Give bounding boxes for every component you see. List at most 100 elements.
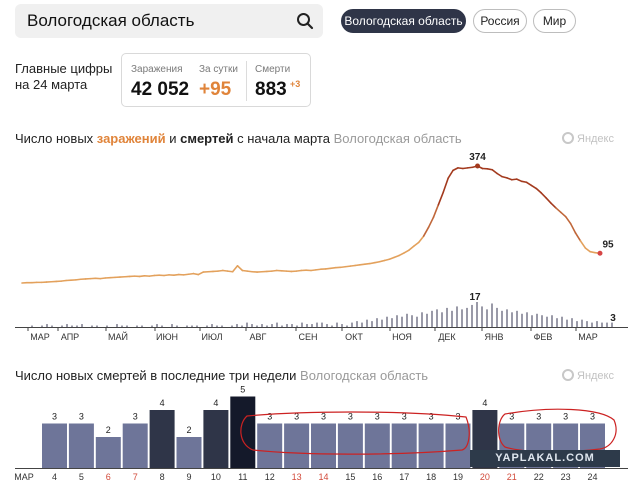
chart1-yandex-logo: Яндекс	[562, 132, 614, 145]
day-label-6: 6	[106, 472, 111, 482]
death-bar-15	[337, 423, 363, 468]
tab-russia[interactable]: Россия	[473, 9, 527, 33]
infection-line-segment	[138, 275, 146, 278]
death-bar-14	[311, 423, 336, 468]
red-annotation-outline	[498, 408, 617, 453]
day-label-7: 7	[133, 472, 138, 482]
infection-line-segment	[511, 178, 518, 181]
infection-line-segment	[550, 202, 557, 209]
search-input[interactable]: Вологодская область	[27, 11, 195, 30]
chart2-region: Вологодская область	[300, 368, 429, 383]
infection-line-segment	[378, 259, 386, 263]
day-label-11: 11	[238, 472, 247, 482]
bar-value-label: 3	[563, 412, 568, 422]
day-label-18: 18	[426, 472, 436, 482]
infection-line-segment	[231, 264, 239, 273]
infection-line-segment	[246, 270, 254, 273]
bar-value-label: 3	[402, 412, 407, 422]
day-label-5: 5	[79, 472, 84, 482]
chart1-title-infections: заражений	[96, 131, 166, 146]
chart1-title: Число новых заражений и смертей с начала…	[15, 131, 462, 146]
bar-value-label: 2	[186, 425, 191, 435]
chart2-brand: Яндекс	[577, 370, 614, 382]
infection-line-segment	[560, 211, 567, 218]
day-label-16: 16	[372, 472, 382, 482]
stats-divider	[246, 61, 247, 101]
infection-line-segment	[530, 184, 538, 190]
infection-line-segment	[236, 264, 244, 272]
infection-line-segment	[344, 265, 351, 268]
infection-line-segment	[329, 266, 337, 270]
day-label-21: 21	[507, 472, 517, 482]
infection-line-segment	[569, 222, 577, 234]
tab-vologda-region[interactable]: Вологодская область	[341, 9, 466, 33]
bar-value-label: 3	[536, 412, 541, 422]
infection-line-segment	[187, 272, 195, 276]
tab-world[interactable]: Мир	[533, 9, 576, 33]
daily-value: +95	[199, 79, 232, 100]
infection-line-segment	[217, 269, 224, 272]
death-bar-12	[257, 423, 283, 468]
bar-value-label: 3	[429, 412, 434, 422]
month-tick-label: АПР	[61, 332, 79, 342]
month-tick-label: МАР	[30, 332, 50, 342]
day-label-15: 15	[345, 472, 355, 482]
infections-caption: Заражения	[131, 64, 183, 75]
month-tick-label: ИЮЛ	[201, 332, 222, 342]
death-bar-16	[364, 423, 390, 468]
infection-line-segment	[408, 245, 415, 251]
day-label-20: 20	[480, 472, 490, 482]
day-label-22: 22	[534, 472, 544, 482]
infection-line-segment	[564, 215, 572, 225]
infection-line-segment	[398, 252, 405, 257]
bar-value-label: 3	[590, 412, 595, 422]
infection-line-segment	[383, 258, 391, 262]
infection-line-segment	[486, 168, 494, 171]
infection-line-segment	[368, 261, 376, 265]
death-bar-9	[176, 437, 202, 468]
infection-line-segment	[163, 274, 170, 277]
infection-line-segment	[315, 268, 322, 271]
infection-line-segment	[241, 269, 249, 272]
day-label-24: 24	[587, 472, 597, 482]
red-annotation-outline	[240, 411, 470, 455]
death-bar-6	[95, 437, 121, 468]
deaths-caption: Смерти	[255, 64, 291, 75]
death-bar-5	[68, 423, 94, 468]
watermark: YAPLAKAL.COM	[470, 450, 620, 467]
infection-line-segment	[148, 274, 156, 277]
day-label-17: 17	[399, 472, 409, 482]
chart2-month-label: МАР	[14, 472, 34, 482]
yandex-icon	[562, 132, 574, 144]
infection-line-segment	[422, 226, 430, 237]
month-tick-label: СЕН	[298, 332, 317, 342]
infection-line-segment	[173, 273, 180, 276]
bar-value-label: 2	[106, 425, 111, 435]
infection-line-segment	[339, 265, 347, 269]
infection-line-segment	[60, 279, 67, 282]
infection-line-segment	[222, 269, 229, 272]
search-icon[interactable]	[296, 12, 314, 30]
infection-line-segment	[506, 177, 513, 181]
infection-line-segment	[462, 167, 469, 170]
infection-line-segment	[540, 192, 547, 199]
bar-value-label: 4	[482, 398, 487, 408]
main-numbers-card: Заражения 42 052 За сутки +95 Смерти 883…	[121, 53, 311, 107]
infection-line-segment	[226, 270, 234, 273]
infection-line-segment	[197, 271, 205, 276]
chart1-title-deaths: смертей	[180, 131, 234, 146]
infection-line-segment	[310, 269, 317, 272]
last-marker	[597, 250, 603, 256]
infection-line-segment	[496, 172, 503, 178]
death-bar-7	[122, 423, 148, 468]
infection-line-segment	[466, 166, 474, 169]
infection-line-segment	[442, 177, 449, 194]
infection-line-segment	[349, 264, 356, 267]
day-label-14: 14	[318, 472, 328, 482]
infection-line-segment	[295, 269, 303, 272]
month-tick-label: ФЕВ	[534, 332, 553, 342]
search-bar[interactable]: Вологодская область	[15, 4, 323, 38]
daily-caption: За сутки	[199, 64, 238, 75]
infection-line-segment	[579, 239, 587, 249]
